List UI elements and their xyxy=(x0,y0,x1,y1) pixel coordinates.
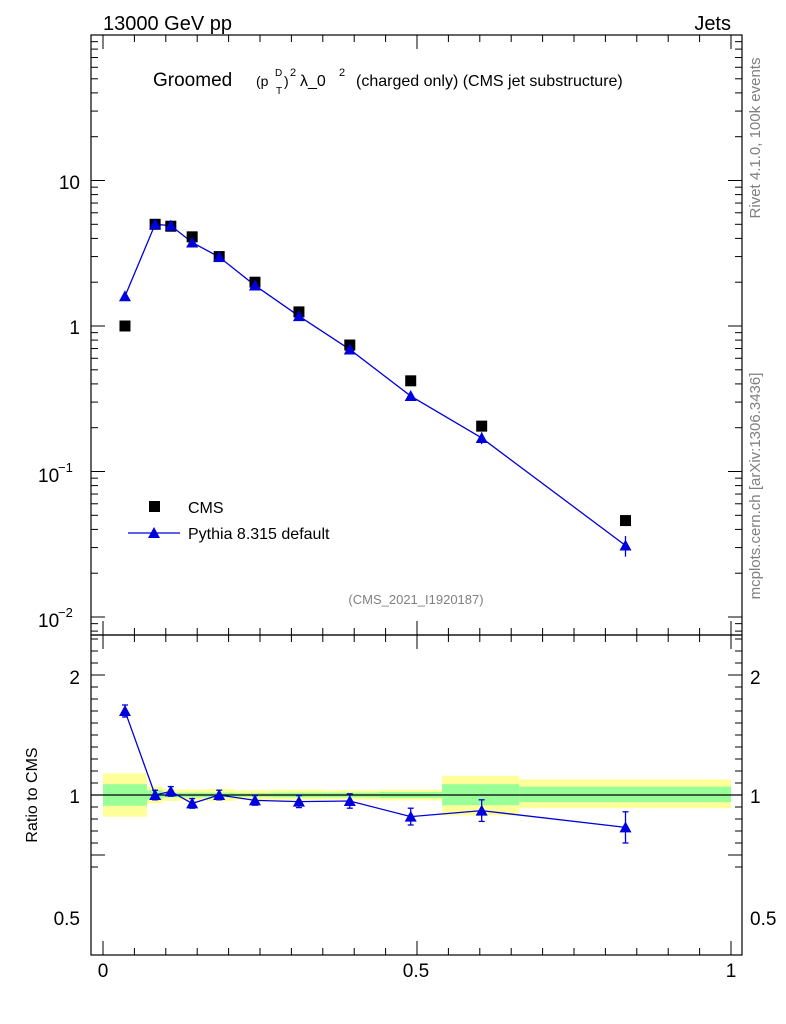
ytick-label-1: 1 xyxy=(69,318,80,339)
title-sq2: 2 xyxy=(339,67,345,79)
analysis-watermark: (CMS_2021_I1920187) xyxy=(348,592,483,607)
title-p: (p xyxy=(256,73,269,89)
title-sup-d: D xyxy=(275,68,282,79)
main-points xyxy=(118,218,632,557)
legend-mc-label: Pythia 8.315 default xyxy=(188,526,330,543)
mcplots-label: mcplots.cern.ch [arXiv:1306.3436] xyxy=(747,373,764,600)
ratio-data-point xyxy=(149,789,162,800)
ratio-points xyxy=(118,704,632,844)
cms-data-point xyxy=(476,420,488,432)
mc-series-line xyxy=(124,223,626,547)
title-suffix: (charged only) (CMS jet substructure) xyxy=(356,73,623,90)
cms-data-point xyxy=(405,375,417,387)
header-energy-label: 13000 GeV pp xyxy=(103,13,232,35)
cms-data-point xyxy=(119,320,131,332)
ratio-ytick-1-right: 1 xyxy=(750,787,761,808)
mc-data-point xyxy=(118,290,131,302)
title-sub-t: T xyxy=(276,86,282,97)
ratio-data-point xyxy=(292,795,305,807)
ratio-series-line xyxy=(124,710,626,829)
ratio-ytick-1-left: 1 xyxy=(69,787,80,808)
ratio-ylabel: Ratio to CMS xyxy=(24,747,41,842)
ratio-data-point xyxy=(404,810,417,822)
mc-data-point xyxy=(343,343,356,355)
legend-mc-marker xyxy=(148,527,160,538)
legend-cms-marker xyxy=(149,501,160,512)
ratio-data-point xyxy=(213,789,226,800)
xtick-label-1: 1 xyxy=(726,961,737,982)
mc-data-point xyxy=(248,279,261,291)
main-mc-lines xyxy=(124,223,626,547)
cms-data-point xyxy=(619,515,631,527)
ratio-ytick-2-left: 2 xyxy=(69,668,80,689)
mc-data-point xyxy=(149,218,162,230)
ratio-data-point xyxy=(118,705,131,716)
main-panel-frame xyxy=(90,34,743,636)
title-prefix: Groomed xyxy=(153,70,232,91)
plot-title: Groomed (p D T ) 2 λ_0 2 (charged only) … xyxy=(153,60,623,99)
legend-cms-label: CMS xyxy=(188,500,224,517)
ratio-data-point xyxy=(186,797,199,809)
ratio-data-point xyxy=(343,795,356,806)
rivet-label: Rivet 4.1.0, 100k events xyxy=(747,58,764,219)
title-lambda: λ_0 xyxy=(300,73,326,90)
mc-data-point xyxy=(164,219,177,231)
ratio-ytick-2-right: 2 xyxy=(750,668,761,689)
mc-data-point xyxy=(475,431,488,443)
ratio-ytick-0p5-left: 0.5 xyxy=(54,909,80,930)
ratio-data-point xyxy=(619,821,632,833)
title-sq1: 2 xyxy=(290,67,296,79)
legend: CMS Pythia 8.315 default xyxy=(128,500,330,543)
main-ticks xyxy=(91,35,742,635)
ratio-band-inner xyxy=(519,786,731,803)
mc-data-point xyxy=(292,310,305,322)
ytick-label-10: 10 xyxy=(59,173,80,194)
mc-data-point xyxy=(619,539,632,551)
ytick-label-0p1: 10 −1 xyxy=(38,460,73,487)
header-jets-label: Jets xyxy=(694,13,731,35)
xtick-label-0p5: 0.5 xyxy=(403,961,429,982)
ratio-mc-lines xyxy=(124,710,626,829)
ratio-data-point xyxy=(164,785,177,797)
ytick-label-0p01: 10 −2 xyxy=(38,605,73,632)
mc-data-point xyxy=(186,236,199,248)
title-close: ) xyxy=(284,73,289,89)
xtick-label-0: 0 xyxy=(98,961,109,982)
ratio-ytick-0p5-right: 0.5 xyxy=(750,909,776,930)
mc-data-point xyxy=(404,390,417,402)
ratio-data-point xyxy=(475,804,488,816)
ratio-data-point xyxy=(248,794,261,806)
ratio-ticks xyxy=(91,635,742,955)
mc-data-point xyxy=(213,251,226,263)
